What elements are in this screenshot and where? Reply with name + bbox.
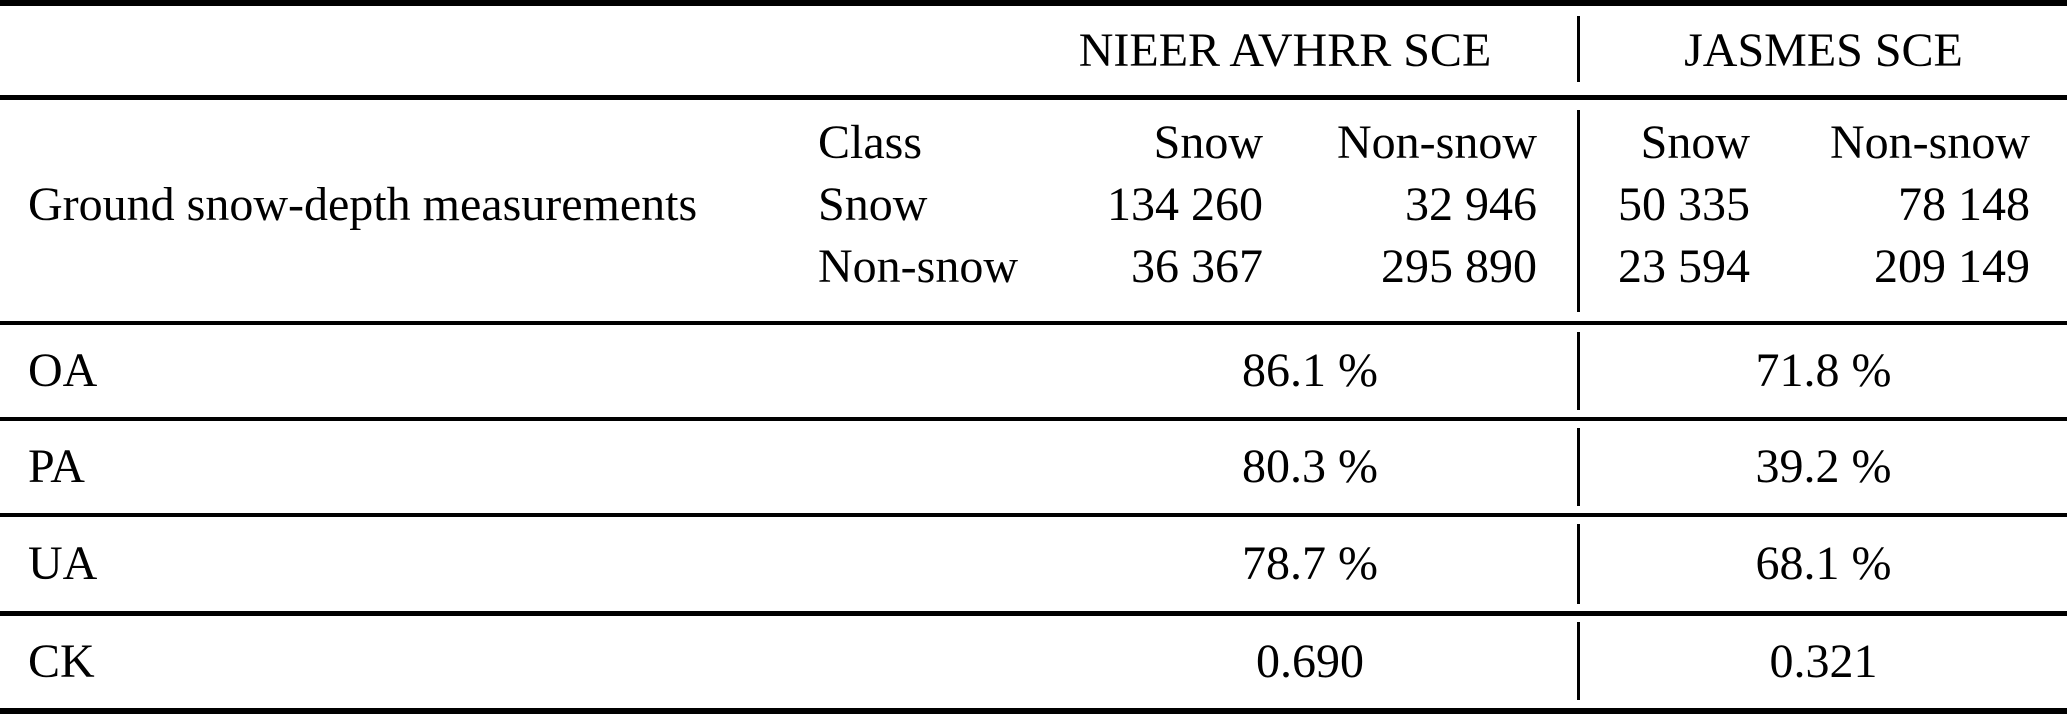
nieer-nonsnow-snow-value: 32 946 (1405, 178, 1537, 231)
class-column-header: Class (818, 116, 923, 169)
group-header-jasmes: JASMES SCE (1684, 24, 1963, 77)
column-divider-oa (1577, 332, 1580, 410)
nieer-nonsnow-header: Non-snow (1337, 116, 1537, 169)
metric-label-oa: OA (28, 344, 98, 397)
metric-label-ck: CK (28, 635, 95, 688)
metric-label-ua: UA (28, 537, 98, 590)
nieer-snow-header: Snow (1153, 116, 1263, 169)
rule-below-pa (0, 513, 2067, 517)
table-top-rule (0, 0, 2067, 6)
jasmes-snow-column: Snow 50 335 23 594 (1600, 112, 1750, 298)
ua-nieer-value: 78.7 % (1242, 537, 1378, 590)
column-divider-ua (1577, 524, 1580, 604)
rule-below-group-headers (0, 95, 2067, 100)
pa-jasmes-value: 39.2 % (1755, 440, 1892, 493)
rule-below-oa (0, 417, 2067, 421)
column-divider-pa (1577, 428, 1580, 506)
table-bottom-rule (0, 708, 2067, 714)
rule-below-matrix (0, 321, 2067, 325)
jasmes-nonsnow-header: Non-snow (1830, 116, 2030, 169)
row-header-ground-measurements: Ground snow-depth measurements (28, 178, 698, 231)
pa-nieer-value: 80.3 % (1242, 440, 1378, 493)
nieer-nonsnow-column: Non-snow 32 946 295 890 (1290, 112, 1537, 298)
ck-nieer-value: 0.690 (1256, 635, 1364, 688)
jasmes-nonsnow-nonsnow-value: 209 149 (1874, 240, 2030, 293)
nieer-snow-nonsnow-value: 36 367 (1131, 240, 1263, 293)
column-divider-ck (1577, 622, 1580, 700)
column-divider-header (1577, 16, 1580, 82)
oa-jasmes-value: 71.8 % (1755, 344, 1892, 397)
rule-below-ua (0, 611, 2067, 616)
jasmes-snow-nonsnow-value: 23 594 (1618, 240, 1750, 293)
jasmes-nonsnow-snow-value: 78 148 (1898, 178, 2030, 231)
jasmes-snow-snow-value: 50 335 (1618, 178, 1750, 231)
ua-jasmes-value: 68.1 % (1755, 537, 1892, 590)
nieer-nonsnow-nonsnow-value: 295 890 (1381, 240, 1537, 293)
column-divider-matrix (1577, 110, 1580, 312)
class-column: Class Snow Non-snow (818, 112, 1018, 298)
group-header-nieer: NIEER AVHRR SCE (1078, 24, 1492, 77)
jasmes-snow-header: Snow (1640, 116, 1750, 169)
jasmes-nonsnow-column: Non-snow 78 148 209 149 (1800, 112, 2030, 298)
nieer-snow-snow-value: 134 260 (1107, 178, 1263, 231)
class-row-snow: Snow (818, 178, 928, 231)
oa-nieer-value: 86.1 % (1242, 344, 1378, 397)
ck-jasmes-value: 0.321 (1769, 635, 1878, 688)
class-row-nonsnow: Non-snow (818, 240, 1018, 293)
metric-label-pa: PA (28, 440, 85, 493)
nieer-snow-column: Snow 134 260 36 367 (1020, 112, 1263, 298)
